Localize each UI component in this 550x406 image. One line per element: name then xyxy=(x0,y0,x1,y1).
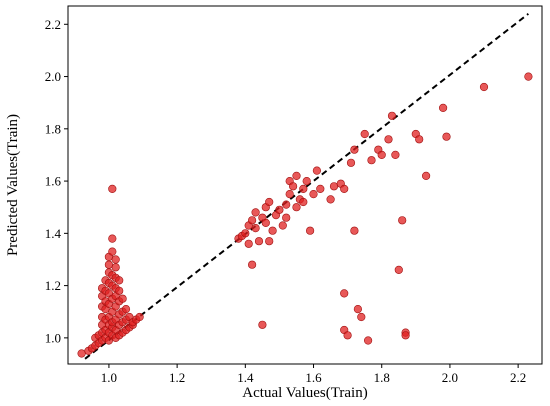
y-tick-label: 1.4 xyxy=(45,226,62,241)
data-point xyxy=(278,221,287,230)
data-point xyxy=(241,229,250,238)
data-point xyxy=(115,286,124,295)
data-point xyxy=(248,260,257,269)
reference-line xyxy=(84,13,529,360)
data-point xyxy=(401,331,410,340)
data-point xyxy=(377,150,386,159)
data-point xyxy=(350,226,359,235)
data-point xyxy=(299,184,308,193)
data-point xyxy=(265,197,274,207)
data-point xyxy=(309,190,318,199)
data-point xyxy=(384,135,393,144)
data-point xyxy=(289,182,298,191)
data-point xyxy=(387,111,397,120)
data-point xyxy=(394,265,403,275)
data-point xyxy=(251,224,260,233)
data-point xyxy=(364,336,373,345)
data-point xyxy=(244,239,253,248)
x-tick-label: 1.6 xyxy=(305,370,322,385)
data-point xyxy=(312,166,322,175)
data-point xyxy=(442,132,451,141)
data-point xyxy=(524,72,533,81)
x-axis-label: Actual Values(Train) xyxy=(242,385,367,401)
data-point xyxy=(258,320,267,329)
data-point xyxy=(292,171,301,180)
data-point xyxy=(302,177,311,186)
data-point xyxy=(108,247,117,256)
x-tick-label: 2.0 xyxy=(442,370,458,385)
data-point xyxy=(343,331,352,340)
data-point xyxy=(398,216,407,225)
data-point xyxy=(326,195,335,204)
y-axis-label: Predicted Values(Train) xyxy=(5,114,21,256)
y-tick-label: 1.6 xyxy=(45,174,62,189)
y-tick-label: 1.8 xyxy=(45,121,61,136)
x-tick-label: 1.2 xyxy=(169,370,185,385)
data-point xyxy=(268,226,277,235)
data-point xyxy=(292,203,301,212)
data-point xyxy=(104,260,113,269)
data-point xyxy=(251,208,260,217)
x-tick-label: 1.4 xyxy=(237,370,254,385)
data-point xyxy=(248,216,257,225)
data-point xyxy=(261,218,270,227)
data-point xyxy=(111,255,120,264)
plot-frame xyxy=(67,5,543,365)
data-point xyxy=(299,197,308,207)
data-point xyxy=(275,205,284,214)
data-point xyxy=(108,234,117,243)
y-tick-label: 1.0 xyxy=(45,330,61,345)
x-tick-label: 1.0 xyxy=(101,370,117,385)
data-point xyxy=(340,289,349,298)
data-point xyxy=(282,213,291,222)
data-point xyxy=(118,294,127,303)
data-point xyxy=(391,150,400,159)
data-point xyxy=(329,182,339,191)
data-point xyxy=(121,305,131,314)
data-point xyxy=(367,156,376,165)
data-point xyxy=(350,145,359,154)
data-point xyxy=(265,237,274,246)
data-point xyxy=(346,158,356,167)
x-tick-label: 2.2 xyxy=(510,370,526,385)
y-tick-label: 1.2 xyxy=(45,278,61,293)
data-point xyxy=(135,312,144,322)
data-point xyxy=(77,349,86,358)
data-point xyxy=(439,103,448,112)
data-point xyxy=(316,184,325,193)
data-point xyxy=(415,135,424,144)
data-point xyxy=(357,312,366,322)
y-tick-label: 2.0 xyxy=(45,69,61,84)
y-tick-label: 2.2 xyxy=(45,17,61,32)
data-point xyxy=(360,129,369,139)
data-point xyxy=(108,184,117,193)
data-point xyxy=(422,171,431,180)
data-point xyxy=(254,237,264,246)
data-point xyxy=(115,276,124,285)
data-point xyxy=(282,200,291,209)
data-point xyxy=(111,263,120,272)
x-tick-label: 1.8 xyxy=(374,370,390,385)
data-point xyxy=(353,305,363,314)
data-point xyxy=(340,184,349,193)
data-point xyxy=(479,82,489,92)
data-point xyxy=(306,226,315,235)
data-point xyxy=(285,190,294,199)
